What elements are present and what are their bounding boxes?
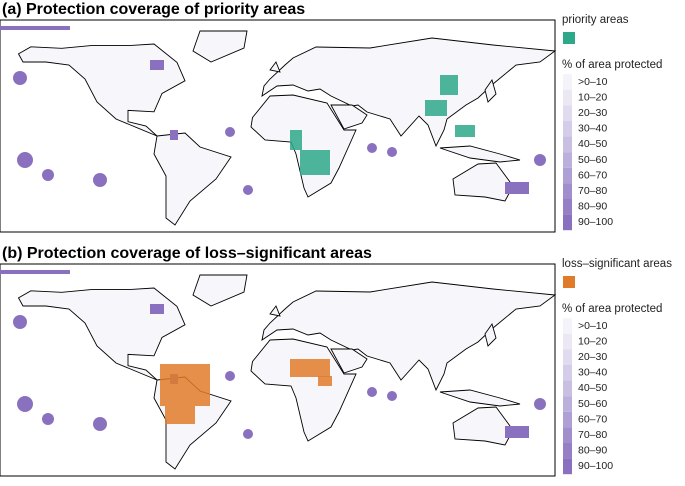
- class-label: 60–70: [578, 169, 607, 181]
- layer-patch: [318, 376, 332, 386]
- class-swatch: [563, 365, 572, 381]
- class-swatch: [563, 318, 572, 334]
- class-swatch: [563, 199, 572, 215]
- layer-patch: [440, 75, 458, 95]
- class-swatch: [563, 411, 572, 428]
- layer-patch: [300, 150, 330, 175]
- class-swatch: [563, 349, 572, 365]
- layer-label: priority areas: [562, 14, 629, 26]
- class-label: 30–40: [578, 123, 607, 135]
- class-label: 30–40: [578, 367, 607, 379]
- class-swatch: [563, 427, 572, 443]
- panels: (a) Protection coverage of priority area…: [0, 1, 672, 477]
- legend-title: % of area protected: [562, 59, 662, 71]
- class-swatch: [563, 105, 572, 121]
- class-label: 50–60: [578, 398, 607, 410]
- class-label: 70–80: [578, 429, 607, 441]
- class-label: 20–30: [578, 107, 607, 119]
- layer-label: loss–significant areas: [562, 258, 672, 270]
- world-map: [0, 263, 556, 477]
- class-label: 40–50: [578, 138, 607, 150]
- class-swatch: [563, 121, 572, 137]
- class-swatch: [563, 74, 572, 90]
- class-label: 20–30: [578, 351, 607, 363]
- class-swatch: [563, 89, 572, 106]
- class-label: 70–80: [578, 185, 607, 197]
- layer-patch: [160, 364, 210, 406]
- class-swatch: [563, 183, 572, 199]
- class-label: 40–50: [578, 382, 607, 394]
- layer-swatch: [563, 32, 575, 44]
- class-swatch: [563, 443, 572, 459]
- panel-title: (b) Protection coverage of loss–signific…: [2, 245, 372, 262]
- panel: (b) Protection coverage of loss–signific…: [0, 245, 672, 477]
- layer-patch: [290, 359, 330, 377]
- class-label: 50–60: [578, 154, 607, 166]
- class-swatch: [563, 152, 572, 168]
- class-label: 90–100: [578, 216, 613, 228]
- class-swatch: [563, 136, 572, 153]
- class-label: 90–100: [578, 460, 613, 472]
- class-label: >0–10: [578, 76, 608, 88]
- panel-title: (a) Protection coverage of priority area…: [2, 1, 305, 18]
- class-swatch: [563, 458, 572, 475]
- class-swatch: [563, 380, 572, 397]
- class-label: 10–20: [578, 335, 607, 347]
- class-label: 80–90: [578, 445, 607, 457]
- class-swatch: [563, 167, 572, 184]
- layer-patch: [290, 130, 302, 150]
- class-label: 60–70: [578, 413, 607, 425]
- layer-patch: [425, 100, 447, 116]
- class-swatch: [563, 333, 572, 350]
- class-label: 10–20: [578, 91, 607, 103]
- class-label: 80–90: [578, 201, 607, 213]
- class-label: >0–10: [578, 320, 608, 332]
- class-swatch: [563, 214, 572, 231]
- class-swatch: [563, 396, 572, 412]
- layer-patch: [165, 406, 195, 424]
- legend-title: % of area protected: [562, 303, 662, 315]
- panel: (a) Protection coverage of priority area…: [0, 1, 662, 233]
- layer-patch: [455, 125, 475, 137]
- layer-swatch: [563, 276, 575, 288]
